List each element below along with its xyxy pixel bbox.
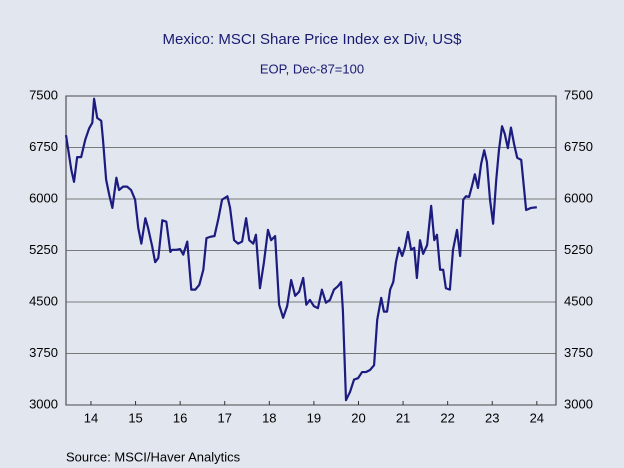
chart-title: Mexico: MSCI Share Price Index ex Div, U… <box>163 31 463 48</box>
y2-tick-label: 6750 <box>564 139 593 154</box>
x-tick-label: 22 <box>440 410 454 425</box>
y2-tick-label: 5250 <box>564 242 593 257</box>
x-tick-label: 21 <box>396 410 410 425</box>
x-tick-label: 24 <box>530 410 544 425</box>
y2-tick-label: 6000 <box>564 190 593 205</box>
chart-subtitle: EOP, Dec-87=100 <box>260 61 364 76</box>
y-tick-label: 4500 <box>29 293 58 308</box>
y2-tick-label: 3000 <box>564 396 593 411</box>
y2-tick-label: 3750 <box>564 345 593 360</box>
y-tick-label: 7500 <box>29 87 58 102</box>
y2-tick-label: 7500 <box>564 87 593 102</box>
x-tick-label: 17 <box>217 410 231 425</box>
x-tick-label: 14 <box>84 410 98 425</box>
x-tick-label: 23 <box>485 410 499 425</box>
y-tick-label: 6000 <box>29 190 58 205</box>
x-tick-label: 15 <box>128 410 142 425</box>
y-tick-label: 5250 <box>29 242 58 257</box>
x-tick-label: 18 <box>262 410 276 425</box>
x-tick-label: 16 <box>173 410 187 425</box>
y-tick-label: 6750 <box>29 139 58 154</box>
y-tick-label: 3000 <box>29 396 58 411</box>
y-tick-label: 3750 <box>29 345 58 360</box>
source: Source: MSCI/Haver Analytics <box>66 449 241 464</box>
line-series <box>64 97 537 402</box>
y2-tick-label: 4500 <box>564 293 593 308</box>
x-tick-label: 19 <box>307 410 321 425</box>
x-tick-label: 20 <box>351 410 365 425</box>
